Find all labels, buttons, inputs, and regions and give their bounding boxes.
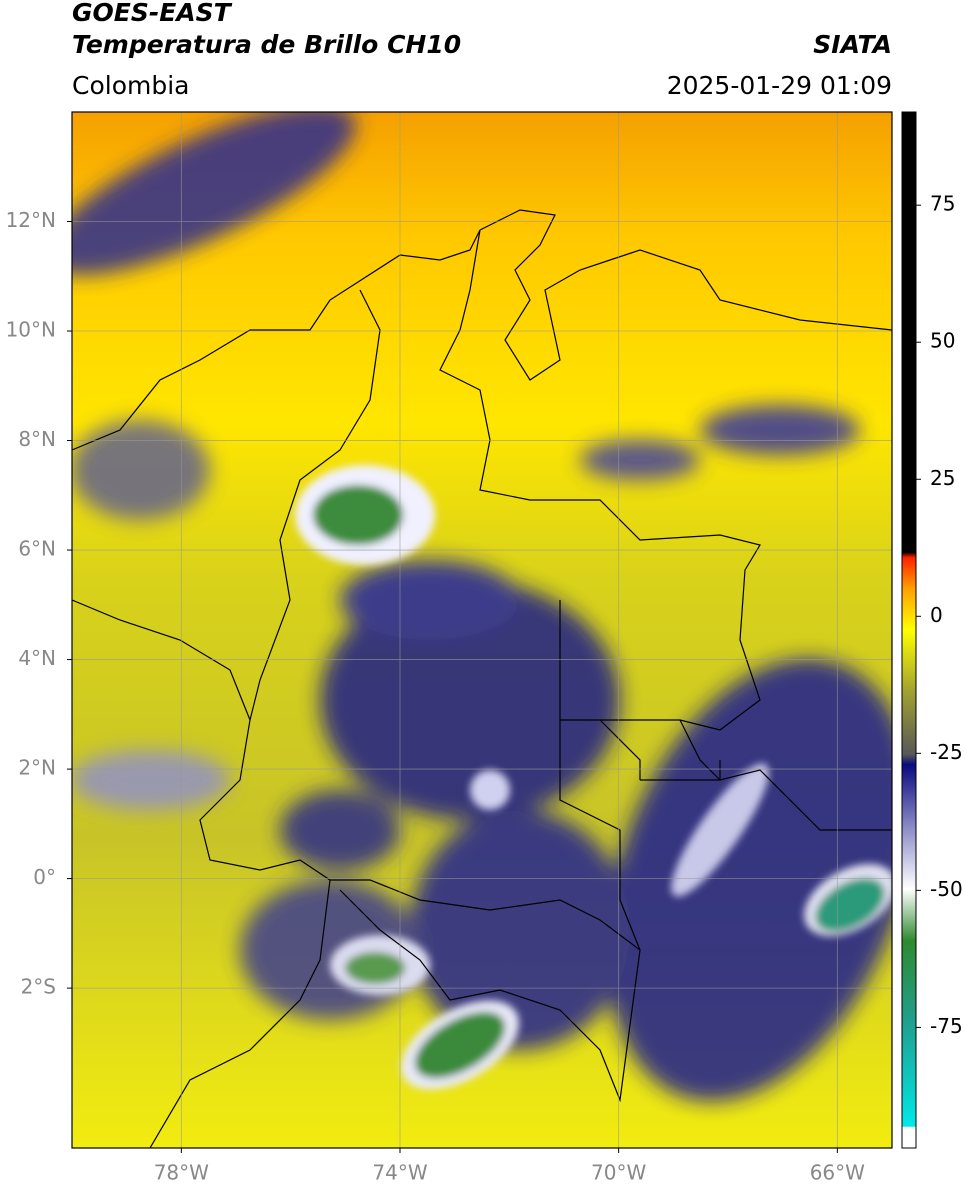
lon-tick-label: 70°W bbox=[591, 1161, 646, 1185]
colorbar bbox=[901, 111, 917, 1149]
lat-tick-label: 4°N bbox=[18, 646, 56, 670]
colorbar-tick-label: 75 bbox=[930, 192, 955, 216]
source: SIATA bbox=[813, 30, 892, 59]
title-product: Temperatura de Brillo CH10 bbox=[72, 30, 461, 59]
colorbar-tick-label: 25 bbox=[930, 466, 955, 490]
map-frame bbox=[71, 111, 893, 1149]
colorbar-tick-label: -50 bbox=[930, 877, 963, 901]
region: Colombia bbox=[72, 71, 189, 100]
lon-tick-label: 74°W bbox=[372, 1161, 427, 1185]
lat-tick-label: 12°N bbox=[6, 208, 56, 232]
lat-tick-label: 6°N bbox=[18, 537, 56, 561]
colorbar-tick-label: -75 bbox=[930, 1014, 963, 1038]
lon-tick-label: 78°W bbox=[154, 1161, 209, 1185]
lat-tick-label: 2°S bbox=[21, 975, 56, 999]
title-satellite: GOES-EAST bbox=[72, 0, 233, 27]
lat-tick-label: 8°N bbox=[18, 427, 56, 451]
colorbar-tick-label: 0 bbox=[930, 603, 943, 627]
satellite-image bbox=[72, 112, 892, 1148]
lat-tick-label: 0° bbox=[33, 865, 56, 889]
lon-tick-label: 66°W bbox=[810, 1161, 865, 1185]
colorbar-tick-label: 50 bbox=[930, 329, 955, 353]
colorbar-tick-label: -25 bbox=[930, 740, 963, 764]
lat-tick-label: 2°N bbox=[18, 756, 56, 780]
datetime: 2025-01-29 01:09 bbox=[667, 71, 892, 100]
lat-tick-label: 10°N bbox=[6, 318, 56, 342]
